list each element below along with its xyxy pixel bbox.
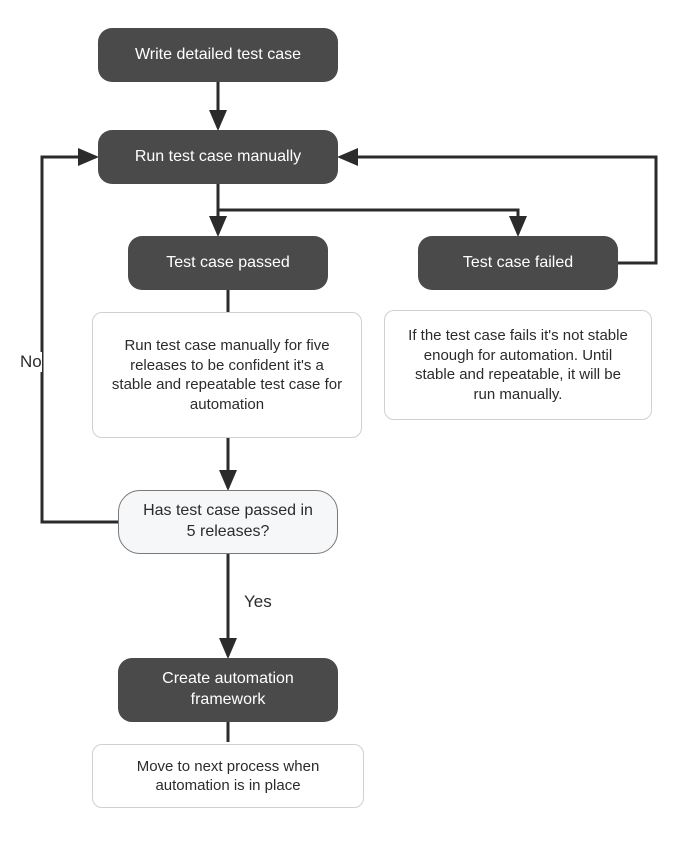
edge-e2b <box>218 210 518 234</box>
node-failed: Test case failed <box>418 236 618 290</box>
node-create: Create automation framework <box>118 658 338 722</box>
edge-label-no: No <box>20 352 42 372</box>
node-label: If the test case fails it's not stable e… <box>403 326 633 404</box>
node-label: Create automation framework <box>140 669 316 711</box>
node-label: Test case passed <box>166 253 290 274</box>
node-failed-note: If the test case fails it's not stable e… <box>384 310 652 420</box>
node-label: Move to next process when automation is … <box>111 757 345 796</box>
flowchart-canvas: Write detailed test case Run test case m… <box>0 0 677 850</box>
node-label: Run test case manually for five releases… <box>111 336 343 414</box>
node-label: Write detailed test case <box>135 45 301 66</box>
node-decision: Has test case passed in 5 releases? <box>118 490 338 554</box>
node-label: Run test case manually <box>135 147 301 168</box>
node-passed-note: Run test case manually for five releases… <box>92 312 362 438</box>
node-label: Has test case passed in 5 releases? <box>141 501 315 543</box>
node-run: Run test case manually <box>98 130 338 184</box>
edge-label-yes: Yes <box>244 592 272 612</box>
node-write: Write detailed test case <box>98 28 338 82</box>
node-final-note: Move to next process when automation is … <box>92 744 364 808</box>
node-label: Test case failed <box>463 253 573 274</box>
node-passed: Test case passed <box>128 236 328 290</box>
